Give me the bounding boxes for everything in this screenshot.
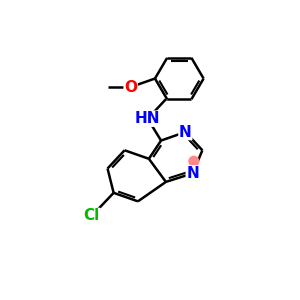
Text: HN: HN <box>135 111 160 126</box>
Text: O: O <box>124 80 137 94</box>
Circle shape <box>181 127 190 137</box>
Text: N: N <box>179 124 192 140</box>
Text: N: N <box>186 166 199 181</box>
Circle shape <box>189 156 199 166</box>
Text: Cl: Cl <box>84 208 100 224</box>
